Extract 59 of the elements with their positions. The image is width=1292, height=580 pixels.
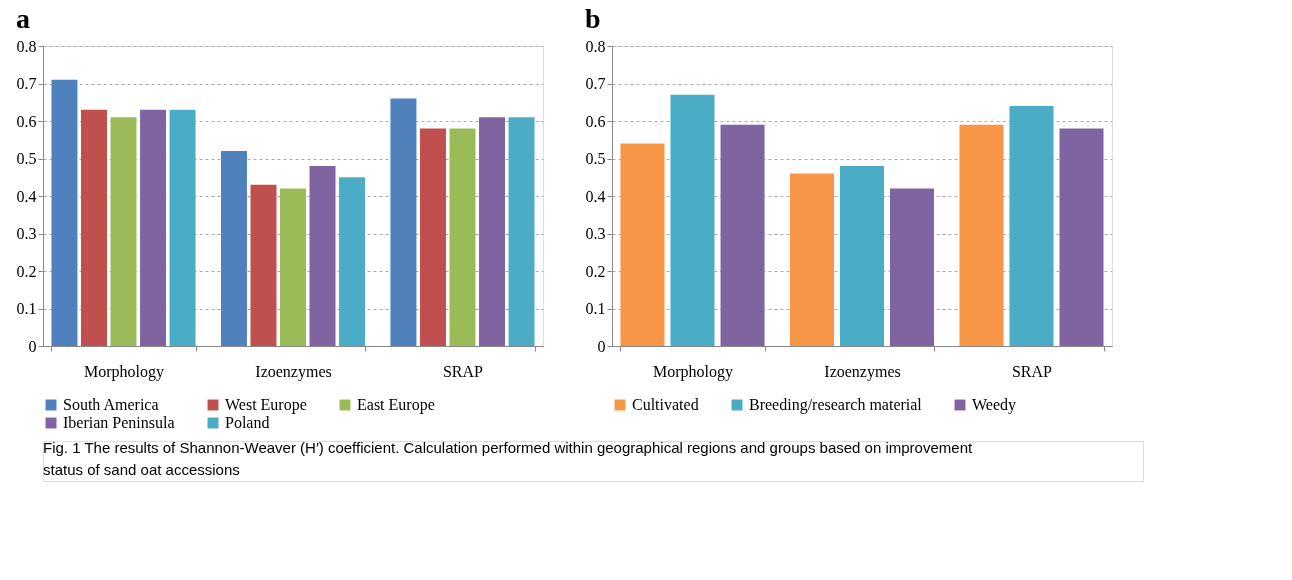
y-tick-label: 0.5 — [16, 150, 37, 167]
bar — [309, 166, 336, 346]
bar — [479, 117, 505, 346]
x-tick-label: Morphology — [653, 362, 734, 381]
y-tick-label: 0.4 — [16, 187, 37, 205]
y-tick-label: 0.7 — [585, 75, 606, 92]
bar — [449, 128, 476, 346]
bar — [419, 128, 446, 346]
bar — [250, 184, 277, 346]
bar — [670, 94, 715, 346]
legend-label: Cultivated — [632, 396, 699, 413]
y-tick-label: 0.3 — [585, 225, 606, 242]
y-tick-label: 0.6 — [585, 112, 606, 130]
bar — [1009, 106, 1054, 346]
legend-label: Breeding/research material — [749, 396, 923, 414]
chart-title: a — [16, 3, 30, 34]
y-tick-label: 0.8 — [585, 37, 606, 55]
y-tick-label: 0.6 — [16, 112, 37, 130]
x-tick-label: SRAP — [442, 362, 484, 380]
bar — [720, 124, 765, 346]
bar — [620, 143, 665, 346]
bar — [140, 109, 167, 346]
y-tick-label: 0.7 — [16, 75, 37, 92]
bar — [169, 109, 196, 346]
y-tick-label: 0.8 — [16, 37, 37, 55]
x-tick-label: Izoenzymes — [255, 362, 332, 381]
y-tick-label: 0.2 — [16, 262, 37, 280]
chart-title: b — [585, 3, 601, 34]
legend-label: Iberian Peninsula — [63, 414, 175, 431]
y-tick-label: 0.1 — [585, 300, 606, 317]
bar — [81, 109, 107, 346]
y-tick-label: 0.1 — [16, 300, 37, 317]
x-tick-label: Morphology — [84, 362, 165, 381]
bar — [508, 117, 535, 346]
y-tick-label: 0.3 — [16, 225, 37, 242]
bar — [280, 188, 306, 346]
legend-label: Weedy — [972, 396, 1017, 414]
x-tick-label: SRAP — [1011, 362, 1053, 380]
legend-label: Poland — [225, 414, 270, 431]
legend-label: South America — [63, 396, 159, 413]
caption: Fig. 1 The results of Shannon-Weaver (H′) coefficient. Calculation performed within geographical regions and groups based on improvement status of sand oat accessions — [43, 439, 973, 478]
y-tick-label: 0 — [597, 337, 606, 355]
bar — [390, 98, 417, 346]
bar — [890, 188, 935, 346]
bar — [339, 177, 366, 346]
y-tick-label: 0 — [28, 337, 37, 355]
bar — [1059, 128, 1104, 346]
y-tick-label: 0.4 — [585, 187, 606, 205]
y-tick-label: 0.2 — [585, 262, 606, 280]
bar — [220, 151, 247, 346]
y-tick-label: 0.5 — [585, 150, 606, 167]
bar — [959, 124, 1004, 346]
x-tick-label: Izoenzymes — [824, 362, 901, 381]
legend-label: West Europe — [225, 396, 307, 414]
legend-label: East Europe — [357, 396, 435, 414]
bar — [51, 79, 78, 346]
bar — [839, 166, 885, 346]
bar — [110, 117, 137, 346]
bar — [789, 173, 834, 346]
